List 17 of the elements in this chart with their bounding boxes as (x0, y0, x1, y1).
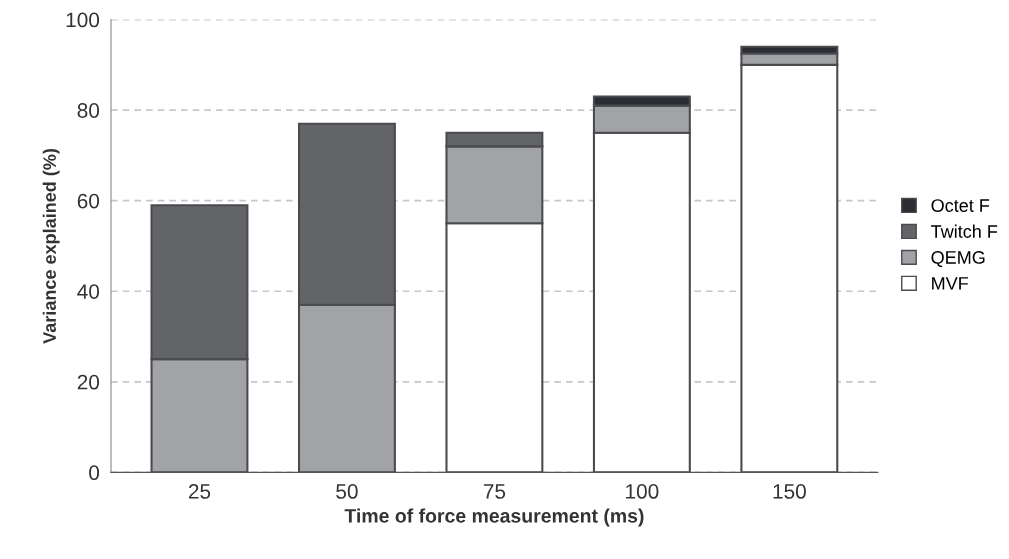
y-tick-label: 100 (66, 12, 100, 28)
y-tick-label: 20 (77, 374, 100, 390)
x-axis-title: Time of force measurement (ms) (344, 508, 644, 527)
x-tick-label: 25 (188, 484, 211, 499)
x-tick-label: 75 (483, 484, 506, 499)
x-tick-label: 150 (773, 484, 806, 499)
y-axis-title: Variance explained (%) (42, 149, 60, 344)
legend-label: Twitch F (931, 224, 998, 238)
y-tick-label: 80 (77, 103, 100, 118)
legend-label: Octet F (931, 199, 990, 212)
legend-label: QEMG (931, 251, 985, 268)
x-tick-label: 100 (626, 484, 659, 499)
y-tick-label: 60 (77, 193, 100, 209)
legend-label: MVF (932, 277, 969, 290)
y-tick-label: 40 (77, 284, 100, 299)
x-tick-label: 50 (336, 484, 358, 499)
y-tick-label: 0 (89, 465, 100, 481)
